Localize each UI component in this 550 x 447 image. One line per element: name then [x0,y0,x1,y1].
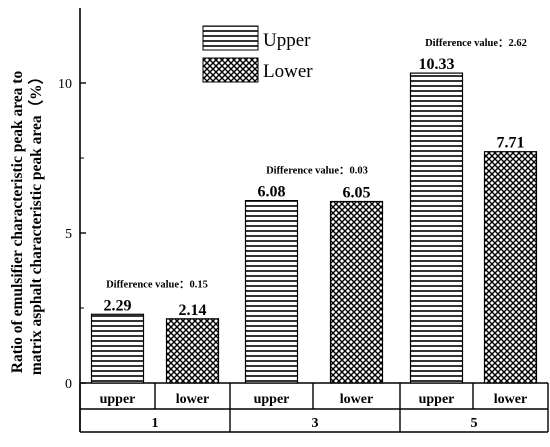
legend-label-upper: Upper [263,30,311,51]
legend-label-lower: Lower [263,61,313,82]
category-label: upper [100,392,136,407]
y-axis-title: Ratio of emulsifier characteristic peak … [9,69,45,375]
category-label: upper [419,392,455,407]
bar-value-label: 2.29 [104,297,132,314]
bar-value-label: 6.08 [258,184,286,201]
legend-swatch-upper [202,25,259,51]
category-label: lower [340,392,373,407]
y-axis-title-line1: Ratio of emulsifier characteristic peak … [9,71,26,374]
bar-value-label: 6.05 [343,185,371,202]
bars-layer: 2.29 2.14 Difference value：0.15 6.08 6.05 Dif… [90,38,538,384]
category-label: lower [176,392,209,407]
difference-annotation: Difference value：0.15 [106,279,208,290]
bar-lower-3 [329,200,384,384]
difference-annotation: Difference value：2.62 [425,38,527,49]
bar-value-label: 2.14 [179,302,207,319]
bar-value-label: 10.33 [419,56,455,73]
difference-annotation: Difference value：0.03 [266,166,368,177]
legend-swatch-lower [202,57,259,83]
y-axis-ticks: 0 5 10 [58,77,86,392]
group-label: 3 [312,416,319,431]
y-tick-label: 10 [58,77,72,92]
category-table: 1 upper lower 3 upper lower 5 upper lower [79,382,549,433]
y-tick-label: 0 [65,377,72,392]
group-label: 5 [471,416,478,431]
y-axis-title-line2: matrix asphalt characteristic peak area（… [27,69,45,375]
category-label: upper [254,392,290,407]
group-label: 1 [152,416,159,431]
bar-upper-5 [409,72,464,384]
bar-lower-1 [165,318,220,384]
bar-upper-3 [244,200,299,384]
bar-value-label: 7.71 [497,135,525,152]
legend: Upper Lower [202,25,313,83]
bar-lower-5 [483,151,538,384]
y-tick-label: 5 [65,227,72,242]
category-label: lower [494,392,527,407]
bar-upper-1 [90,313,145,384]
